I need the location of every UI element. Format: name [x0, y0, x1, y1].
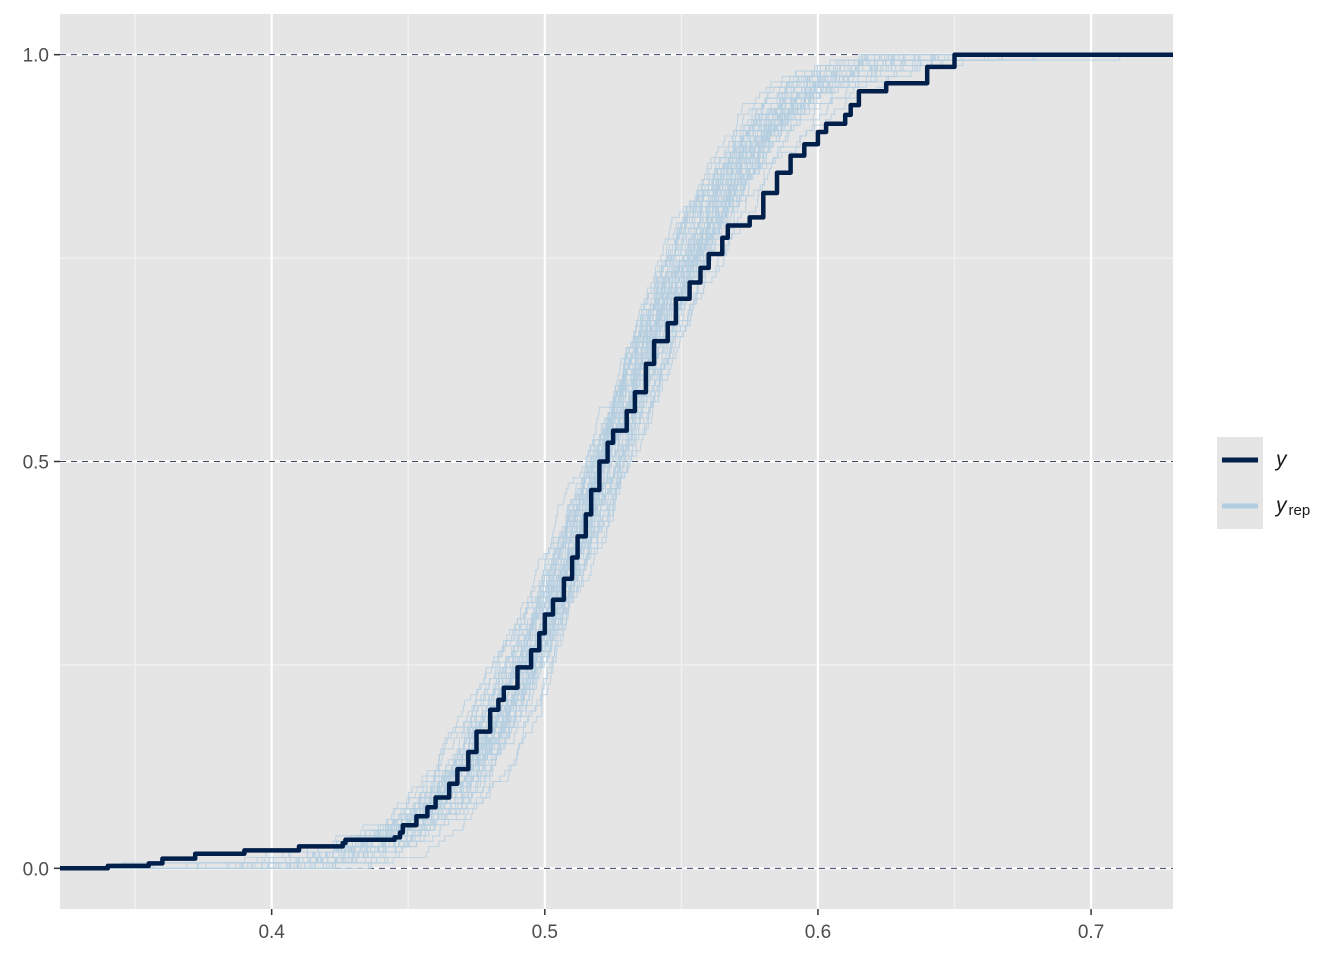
y-line — [60, 52, 1173, 871]
y-axis: 0.0 0.5 1.0 — [23, 46, 60, 880]
x-tick-label: 0.4 — [258, 922, 285, 943]
legend: y y rep — [1217, 437, 1310, 529]
yrep-line — [60, 54, 1173, 869]
yrep-line — [60, 54, 1173, 869]
x-tick-label: 0.7 — [1078, 922, 1104, 943]
legend-label-y: y — [1274, 448, 1288, 471]
y-tick-label: 1.0 — [23, 46, 49, 67]
x-tick-label: 0.6 — [805, 922, 831, 943]
x-axis: 0.4 0.5 0.6 0.7 — [258, 909, 1104, 943]
yrep-line — [60, 54, 1173, 869]
yrep-line — [60, 54, 1173, 869]
x-tick-label: 0.5 — [532, 922, 558, 943]
legend-key-box — [1217, 437, 1263, 529]
replicated-series — [60, 54, 1173, 869]
yrep-line — [60, 54, 1173, 869]
legend-label-yrep: y rep — [1274, 494, 1310, 519]
yrep-line — [60, 54, 1173, 869]
yrep-line — [60, 54, 1173, 869]
observed-series — [60, 52, 1173, 871]
yrep-line — [60, 54, 1173, 869]
y-tick-label: 0.5 — [23, 453, 49, 474]
y-tick-label: 0.0 — [23, 859, 49, 880]
